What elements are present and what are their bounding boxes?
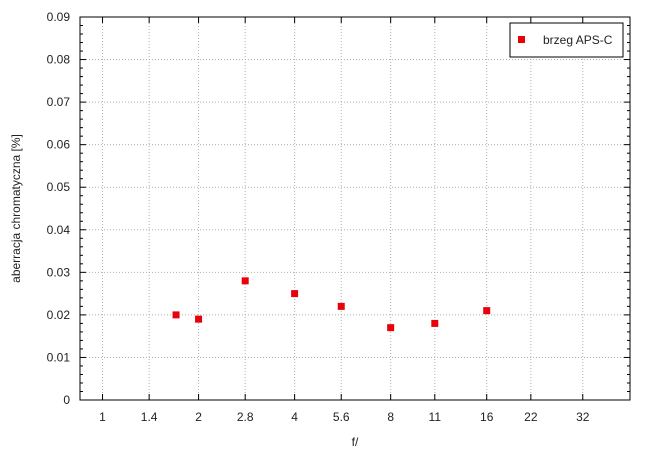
- plot-frame: [79, 16, 631, 401]
- data-point: [337, 302, 345, 310]
- x-tick-label: 1: [99, 410, 106, 424]
- x-tick-label: 2.8: [237, 410, 254, 424]
- x-tick-label: 32: [576, 410, 590, 424]
- y-tick-label: 0.03: [47, 265, 71, 279]
- grid-lines: [80, 17, 630, 400]
- legend: brzeg APS-C: [509, 22, 624, 58]
- y-tick-label: 0.09: [47, 10, 71, 24]
- legend-label: brzeg APS-C: [543, 33, 613, 47]
- data-point: [195, 315, 203, 323]
- y-tick-label: 0.04: [47, 223, 71, 237]
- y-tick-label: 0.08: [47, 53, 71, 67]
- data-point: [241, 277, 249, 285]
- y-tick-label: 0.02: [47, 308, 71, 322]
- x-tick-label: 5.6: [333, 410, 350, 424]
- x-tick-label: 4: [291, 410, 298, 424]
- y-tick-label: 0.01: [47, 350, 71, 364]
- x-axis-title: f/: [352, 435, 359, 449]
- legend-box: [509, 22, 624, 58]
- y-tick-label: 0.07: [47, 95, 71, 109]
- y-axis-title: aberracja chromatyczna [%]: [9, 134, 23, 283]
- data-point: [387, 324, 395, 332]
- data-point: [431, 319, 439, 327]
- plot-border: [79, 16, 631, 401]
- data-point: [172, 311, 180, 319]
- x-tick-label: 16: [480, 410, 494, 424]
- x-tick-label: 22: [524, 410, 538, 424]
- x-tick-label: 2: [195, 410, 202, 424]
- y-tick-label: 0.05: [47, 180, 71, 194]
- data-point: [291, 290, 299, 298]
- x-tick-label: 8: [387, 410, 394, 424]
- data-points: [172, 277, 491, 332]
- x-tick-label: 1.4: [141, 410, 158, 424]
- y-tick-label: 0.06: [47, 138, 71, 152]
- tick-labels: 0 0.01 0.02 0.03 0.04 0.05 0.06 0.07 0.08 0.09 1 1.…: [47, 10, 590, 424]
- legend-marker: [518, 36, 525, 43]
- y-tick-label: 0: [63, 393, 70, 407]
- x-tick-label: 11: [429, 410, 442, 424]
- data-point: [483, 307, 491, 315]
- axis-ticks: [80, 16, 630, 401]
